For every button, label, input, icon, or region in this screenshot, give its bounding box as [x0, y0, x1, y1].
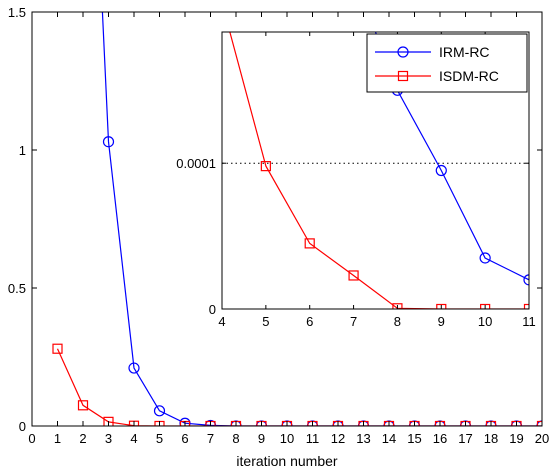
inset-y-tick-label: 0.0001 — [176, 156, 216, 171]
inset-point-irm-rc-11 — [523, 274, 529, 286]
main-x-tick-label: 3 — [105, 431, 112, 446]
main-x-tick-label: 6 — [181, 431, 188, 446]
legend: IRM-RC ISDM-RC — [366, 33, 528, 93]
inset-y-tick-label: 0 — [209, 302, 216, 317]
inset-plot: 4 5 6 7 8 9 10 11 0 0.0001 IRM-RC ISDM-RC — [176, 0, 536, 329]
main-x-tick-label: 19 — [509, 431, 523, 446]
main-point-isdm-rc-2 — [77, 400, 89, 411]
inset-point-isdm-rc-9 — [436, 303, 447, 309]
main-x-tick-label: 2 — [79, 431, 86, 446]
main-x-tick-label: 12 — [331, 431, 345, 446]
inset-x-tick-label: 9 — [438, 314, 445, 329]
inset-frame — [221, 31, 530, 310]
x-axis-label: iteration number — [236, 453, 338, 469]
legend-marker-irm-rc — [397, 46, 409, 58]
main-y-tick-label: 1 — [19, 143, 26, 158]
legend-label-isdm-rc: ISDM-RC — [439, 68, 499, 84]
inset-x-tick-label: 11 — [522, 314, 536, 329]
main-y-tick-label: 0.5 — [8, 281, 26, 296]
main-x-tick-label: 1 — [54, 431, 61, 446]
main-x-tick-label: 17 — [458, 431, 472, 446]
legend-label-irm-rc: IRM-RC — [439, 44, 490, 60]
inset-x-tick-label: 4 — [218, 314, 225, 329]
main-x-tick-label: 7 — [207, 431, 214, 446]
main-point-isdm-rc-3 — [103, 416, 114, 426]
inset-x-tick-label: 7 — [350, 314, 357, 329]
main-x-tick-label: 14 — [382, 431, 396, 446]
inset-x-tick-label: 10 — [478, 314, 492, 329]
main-x-tick-label: 8 — [232, 431, 239, 446]
inset-point-isdm-rc-5 — [260, 161, 271, 172]
main-x-tick-label: 4 — [130, 431, 137, 446]
main-x-tick-label: 20 — [535, 431, 549, 446]
main-point-irm-rc-3 — [102, 136, 115, 148]
main-x-tick-label: 5 — [156, 431, 163, 446]
inset-point-isdm-rc-8 — [392, 303, 403, 309]
inset-point-isdm-rc-4 — [218, 0, 227, 7]
inset-x-tick-label: 8 — [394, 314, 401, 329]
main-x-tick-label: 11 — [306, 431, 320, 446]
main-x-tick-label: 0 — [28, 431, 35, 446]
main-series-line-irm-rc — [101, 12, 542, 426]
main-x-tick-label: 16 — [433, 431, 447, 446]
inset-point-isdm-rc-6 — [304, 238, 315, 249]
legend-box — [366, 33, 528, 93]
main-x-tick-label: 15 — [407, 431, 421, 446]
main-y-tick-label: 0 — [19, 419, 26, 434]
inset-point-isdm-rc-7 — [348, 270, 359, 281]
main-point-irm-rc-4 — [128, 362, 140, 374]
inset-x-tick-label: 6 — [306, 314, 313, 329]
main-x-tick-label: 9 — [258, 431, 265, 446]
main-point-isdm-rc-1 — [52, 343, 63, 354]
legend-marker-isdm-rc — [397, 70, 409, 82]
inset-point-irm-rc-10 — [479, 252, 491, 264]
main-x-tick-label: 18 — [484, 431, 498, 446]
inset-x-tick-label: 5 — [262, 314, 269, 329]
inset-series-line-isdm-rc — [229, 32, 529, 309]
inset-point-isdm-rc-10 — [480, 303, 491, 309]
inset-point-irm-rc-9 — [435, 164, 447, 177]
main-point-irm-rc-5 — [153, 405, 166, 417]
main-x-tick-label: 10 — [280, 431, 294, 446]
main-y-tick-label: 1.5 — [8, 5, 26, 20]
main-x-tick-label: 13 — [356, 431, 370, 446]
